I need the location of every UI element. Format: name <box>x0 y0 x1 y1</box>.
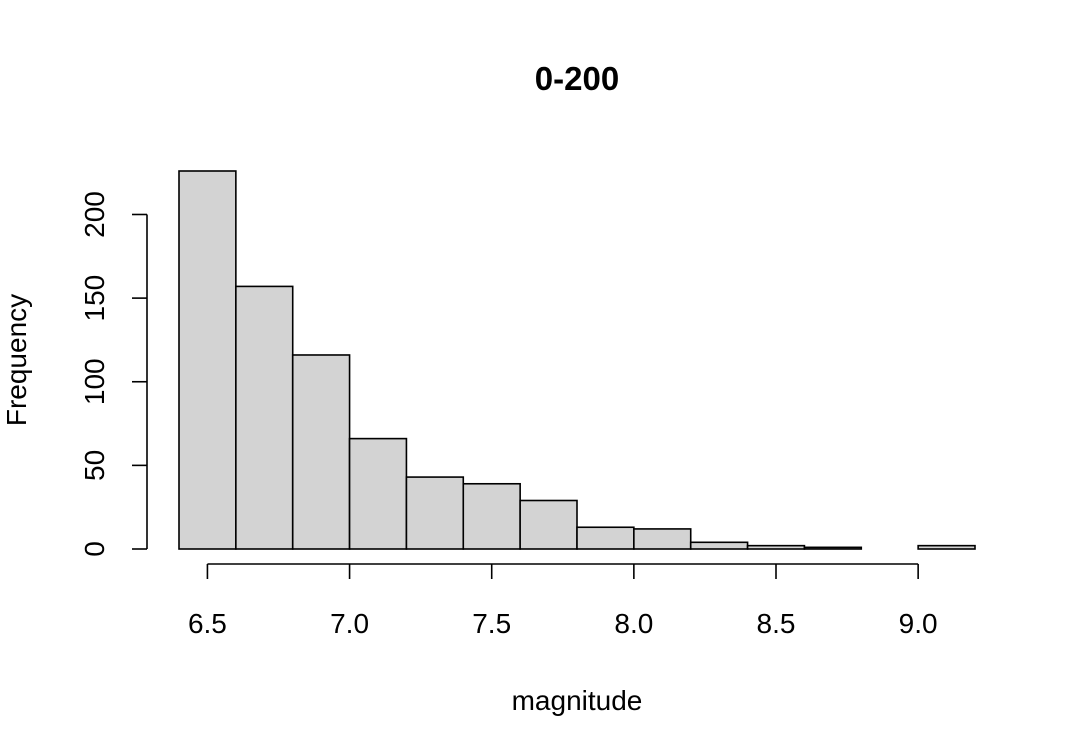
y-axis-label: Frequency <box>1 294 32 426</box>
y-tick-label: 0 <box>79 541 110 557</box>
x-axis-label: magnitude <box>512 685 643 716</box>
histogram-bar <box>348 437 408 550</box>
y-tick-label: 200 <box>79 191 110 238</box>
histogram-bar <box>405 476 465 550</box>
histogram-bar <box>746 544 806 550</box>
y-tick-label: 150 <box>79 275 110 322</box>
histogram-bar <box>178 170 237 550</box>
chart-title: 0-200 <box>535 60 619 97</box>
x-tick-label: 7.5 <box>472 608 511 639</box>
histogram-bar <box>519 499 578 550</box>
x-tick-label: 8.0 <box>614 608 653 639</box>
bars-group <box>178 170 976 550</box>
y-tick-label: 100 <box>79 358 110 405</box>
x-tick-label: 9.0 <box>899 608 938 639</box>
histogram-bar <box>803 546 863 550</box>
histogram-bar <box>462 482 521 550</box>
histogram-bar <box>576 526 635 550</box>
histogram-bar <box>291 354 351 550</box>
x-tick-label: 7.0 <box>330 608 369 639</box>
x-tick-label: 8.5 <box>757 608 796 639</box>
histogram-bar <box>689 541 749 550</box>
histogram-bar <box>917 544 976 550</box>
histogram-bar <box>235 285 294 550</box>
y-axis: 0 50 100 150 200 <box>79 191 148 557</box>
y-tick-label: 50 <box>79 450 110 481</box>
x-tick-label: 6.5 <box>188 608 227 639</box>
histogram-bar <box>633 528 692 550</box>
x-axis: 6.5 7.0 7.5 8.0 8.5 9.0 <box>188 563 938 639</box>
